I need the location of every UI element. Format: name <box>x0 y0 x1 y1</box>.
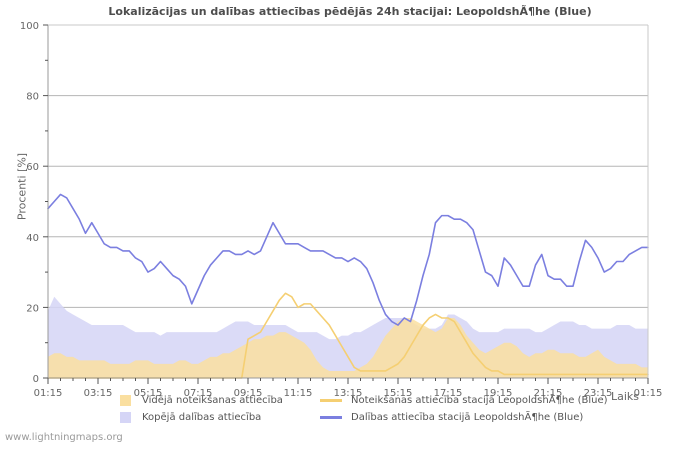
legend-label: Kopējā dalības attiecība <box>142 412 262 423</box>
y-tick-label: 20 <box>26 303 39 314</box>
chart-legend: Vidējā noteikšanas attiecība Noteikšanas… <box>120 392 680 426</box>
x-tick-label: 21:15 <box>534 388 563 399</box>
legend-row: Vidējā noteikšanas attiecība Noteikšanas… <box>120 392 680 409</box>
y-tick-label: 60 <box>26 162 39 173</box>
series-line <box>47 193 649 326</box>
x-tick-label: 13:15 <box>334 388 363 399</box>
watermark: www.lightningmaps.org <box>5 432 123 443</box>
legend-item-station-detection[interactable]: Noteikšanas attiecība stacijā LeopoldshÃ… <box>320 395 670 406</box>
y-axis-label: Procenti [%] <box>15 152 29 221</box>
legend-label: Dalības attiecība stacijā LeopoldshÃ¶he … <box>351 412 584 423</box>
y-tick-label: 0 <box>33 374 39 385</box>
series-area <box>48 317 648 378</box>
legend-row: Kopējā dalības attiecība Dalības attiecī… <box>120 409 680 426</box>
x-tick-label: 23:15 <box>584 388 613 399</box>
x-tick-label: 11:15 <box>284 388 313 399</box>
legend-item-avg-detection[interactable]: Vidējā noteikšanas attiecība <box>120 395 320 406</box>
legend-item-station-participation[interactable]: Dalības attiecība stacijā LeopoldshÃ¶he … <box>320 412 670 423</box>
legend-swatch-box-icon <box>120 412 131 423</box>
x-tick-label: 15:15 <box>384 388 413 399</box>
x-tick-label: 01:15 <box>34 388 63 399</box>
x-tick-label: 17:15 <box>434 388 463 399</box>
x-tick-label: 03:15 <box>84 388 113 399</box>
x-tick-label: 19:15 <box>484 388 513 399</box>
y-tick-label: 80 <box>26 92 39 103</box>
legend-item-total-participation[interactable]: Kopējā dalības attiecība <box>120 412 320 423</box>
legend-label: Noteikšanas attiecība stacijā LeopoldshÃ… <box>351 395 608 406</box>
legend-label: Vidējā noteikšanas attiecība <box>142 395 283 406</box>
chart-title: Lokalizācijas un dalības attiecības pēdē… <box>108 5 592 18</box>
legend-swatch-box-icon <box>120 395 131 406</box>
x-tick-label: 05:15 <box>134 388 163 399</box>
x-tick-label: 01:15 <box>634 388 663 399</box>
legend-swatch-line-icon <box>320 399 342 402</box>
x-tick-label: 07:15 <box>184 388 213 399</box>
y-tick-label: 40 <box>26 233 39 244</box>
x-tick-label: 09:15 <box>234 388 263 399</box>
legend-swatch-line-icon <box>320 416 342 419</box>
plot-background <box>48 25 648 378</box>
y-tick-label: 100 <box>20 21 39 32</box>
x-axis-label: Laiks <box>610 390 640 403</box>
